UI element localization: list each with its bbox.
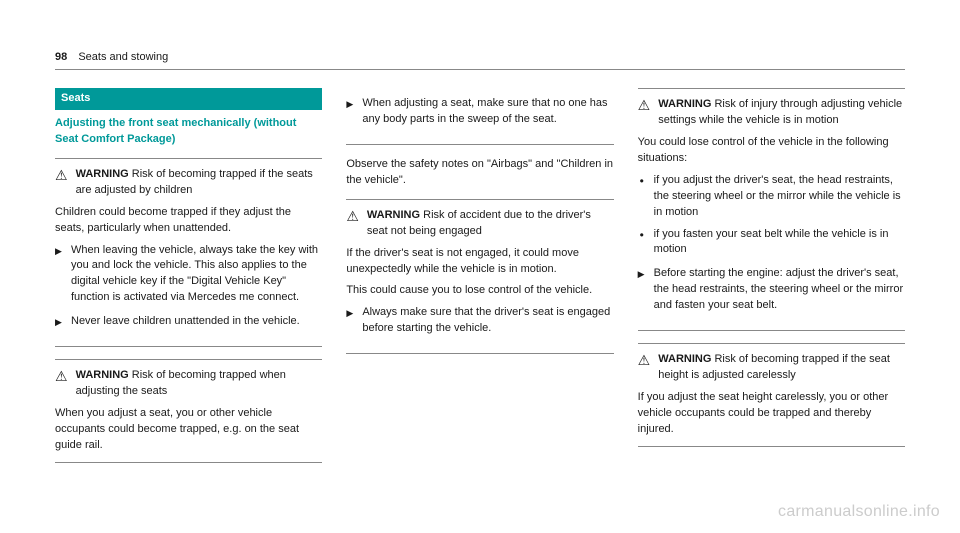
warning-para: This could cause you to lose control of …: [346, 283, 613, 299]
warning-head: ⚠ WARNING Risk of accident due to the dr…: [346, 208, 613, 240]
page-number: 98: [55, 51, 67, 63]
action-text: When adjusting a seat, make sure that no…: [362, 97, 607, 125]
warning-box-1: ⚠ WARNING Risk of becoming trapped if th…: [55, 158, 322, 347]
warning-para: If the driver's seat is not engaged, it …: [346, 246, 613, 278]
action-arrow-icon: ▶: [55, 316, 62, 329]
action-text: When leaving the vehicle, always take th…: [71, 244, 318, 304]
chapter-title: Seats and stowing: [78, 51, 168, 63]
warning-title: WARNING Risk of becoming trapped if the …: [76, 167, 323, 199]
action-arrow-icon: ▶: [346, 98, 353, 111]
warning-title: WARNING Risk of becoming trapped when ad…: [76, 368, 323, 400]
column-2: ▶ When adjusting a seat, make sure that …: [346, 88, 613, 475]
warning-para: If you adjust the seat height carelessly…: [638, 390, 905, 438]
warning-label: WARNING: [658, 98, 711, 110]
warning-title: WARNING Risk of becoming trapped if the …: [658, 352, 905, 384]
column-1: Seats Adjusting the front seat mechanica…: [55, 88, 322, 475]
action-arrow-icon: ▶: [638, 268, 645, 281]
warning-title: WARNING Risk of accident due to the driv…: [367, 208, 614, 240]
warning-head: ⚠ WARNING Risk of becoming trapped when …: [55, 368, 322, 400]
warning-icon: ⚠: [55, 167, 68, 182]
action-item: ▶ When leaving the vehicle, always take …: [55, 243, 322, 307]
warning-box-3: ⚠ WARNING Risk of accident due to the dr…: [346, 199, 613, 355]
action-arrow-icon: ▶: [346, 307, 353, 320]
warning-para: Children could become trapped if they ad…: [55, 205, 322, 237]
bullet-list: if you adjust the driver's seat, the hea…: [638, 173, 905, 259]
warning-box-4: ⚠ WARNING Risk of injury through adjusti…: [638, 88, 905, 331]
warning-head: ⚠ WARNING Risk of becoming trapped if th…: [55, 167, 322, 199]
watermark-text: carmanualsonline.info: [778, 500, 940, 523]
action-arrow-icon: ▶: [55, 245, 62, 258]
warning-title: WARNING Risk of injury through adjusting…: [658, 97, 905, 129]
action-item: ▶ Before starting the engine: adjust the…: [638, 266, 905, 314]
warning-label: WARNING: [367, 209, 420, 221]
content-columns: Seats Adjusting the front seat mechanica…: [55, 88, 905, 475]
action-item: ▶ When adjusting a seat, make sure that …: [346, 96, 613, 128]
action-text: Always make sure that the driver's seat …: [362, 306, 610, 334]
warning-para: You could lose control of the vehicle in…: [638, 135, 905, 167]
warning-icon: ⚠: [638, 352, 651, 367]
action-text: Never leave children unattended in the v…: [71, 315, 300, 327]
warning-box-2: ⚠ WARNING Risk of becoming trapped when …: [55, 359, 322, 463]
warning-para: When you adjust a seat, you or other veh…: [55, 406, 322, 454]
warning-label: WARNING: [76, 168, 129, 180]
list-item: if you fasten your seat belt while the v…: [638, 227, 905, 259]
list-item: if you adjust the driver's seat, the hea…: [638, 173, 905, 221]
warning-icon: ⚠: [55, 368, 68, 383]
warning-head: ⚠ WARNING Risk of injury through adjusti…: [638, 97, 905, 129]
subheading-adjusting: Adjusting the front seat mechanically (w…: [55, 116, 322, 148]
page-header: 98 Seats and stowing: [55, 50, 905, 70]
warning-label: WARNING: [658, 353, 711, 365]
page-container: 98 Seats and stowing Seats Adjusting the…: [0, 0, 960, 505]
section-header-seats: Seats: [55, 88, 322, 110]
action-text: Before starting the engine: adjust the d…: [654, 267, 903, 311]
action-item: ▶ Never leave children unattended in the…: [55, 314, 322, 330]
warning-label: WARNING: [76, 369, 129, 381]
column-3: ⚠ WARNING Risk of injury through adjusti…: [638, 88, 905, 475]
warning-head: ⚠ WARNING Risk of becoming trapped if th…: [638, 352, 905, 384]
warning-box-continued: ▶ When adjusting a seat, make sure that …: [346, 88, 613, 145]
warning-box-5: ⚠ WARNING Risk of becoming trapped if th…: [638, 343, 905, 447]
warning-icon: ⚠: [638, 97, 651, 112]
action-item: ▶ Always make sure that the driver's sea…: [346, 305, 613, 337]
warning-icon: ⚠: [346, 208, 359, 223]
observe-note: Observe the safety notes on "Airbags" an…: [346, 157, 613, 189]
